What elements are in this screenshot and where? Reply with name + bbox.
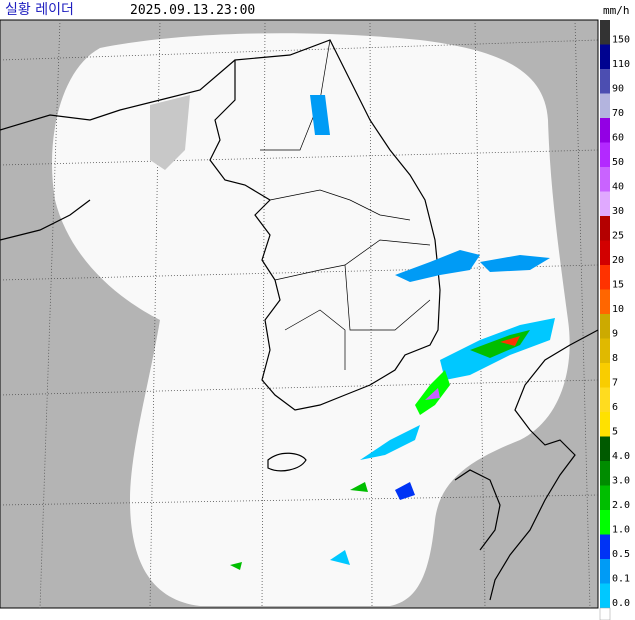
legend-label: 0.0: [612, 598, 630, 609]
legend-swatch: [600, 69, 610, 94]
unit: mm/h: [603, 4, 630, 17]
legend-label: 1.0: [612, 525, 630, 536]
legend-label: 2.0: [612, 500, 630, 511]
legend-label: 15: [612, 280, 624, 291]
legend-swatch: [600, 314, 610, 339]
legend-swatch: [600, 534, 610, 559]
legend-swatch: [600, 20, 610, 45]
legend-swatch: [600, 265, 610, 290]
legend-label: 150: [612, 35, 630, 46]
legend-label: 5: [612, 427, 618, 438]
title: 실황 레이더: [5, 2, 74, 18]
legend-label: 30: [612, 206, 624, 217]
legend-label: 110: [612, 59, 630, 70]
legend-label: 8: [612, 353, 618, 364]
legend-swatch: [600, 118, 610, 143]
legend-swatch: [600, 289, 610, 314]
legend: 150 110 90 70 60 50 40 30 25 20 15 10 9 8 7 6 5 4.0 3.0 2.0…: [600, 20, 630, 609]
legend-label: 70: [612, 108, 624, 119]
legend-swatch: [600, 216, 610, 241]
legend-swatch: [600, 167, 610, 192]
legend-label: 3.0: [612, 476, 630, 487]
japan-coast: [454, 329, 599, 601]
legend-label: 7: [612, 378, 618, 389]
legend-swatch: [600, 412, 610, 437]
legend-label: 50: [612, 157, 624, 168]
precipitation: [150, 95, 555, 570]
legend-label: 6: [612, 402, 618, 413]
legend-swatch: [600, 510, 610, 535]
legend-swatch: [600, 44, 610, 69]
legend-label: 9: [612, 329, 618, 340]
legend-label: 25: [612, 231, 624, 242]
legend-label: 60: [612, 133, 624, 144]
legend-swatch: [600, 240, 610, 265]
legend-white-box: [599, 607, 611, 620]
legend-swatch: [600, 191, 610, 216]
jeju: [267, 452, 307, 472]
legend-swatch: [600, 387, 610, 412]
legend-swatch: [600, 338, 610, 363]
radar-coverage: [52, 33, 570, 606]
legend-label: 10: [612, 304, 624, 315]
legend-label: 4.0: [612, 451, 630, 462]
grid-lines: [0, 19, 599, 609]
legend-swatch: [600, 93, 610, 118]
legend-swatch: [600, 436, 610, 461]
legend-swatch: [600, 142, 610, 167]
legend-swatch: [600, 559, 610, 584]
legend-label: 20: [612, 255, 624, 266]
legend-label: 0.5: [612, 549, 630, 560]
map: [0, 19, 599, 609]
legend-label: 0.1: [612, 574, 630, 585]
province-borders: [260, 39, 431, 370]
legend-swatch: [600, 583, 610, 608]
timestamp: 2025.09.13.23:00: [130, 3, 255, 18]
legend-label: 40: [612, 182, 624, 193]
legend-swatch: [600, 485, 610, 510]
china-coast: [0, 59, 236, 241]
korea-coast: [209, 39, 441, 411]
legend-swatch: [600, 461, 610, 486]
legend-swatch: [600, 363, 610, 388]
legend-label: 90: [612, 84, 624, 95]
